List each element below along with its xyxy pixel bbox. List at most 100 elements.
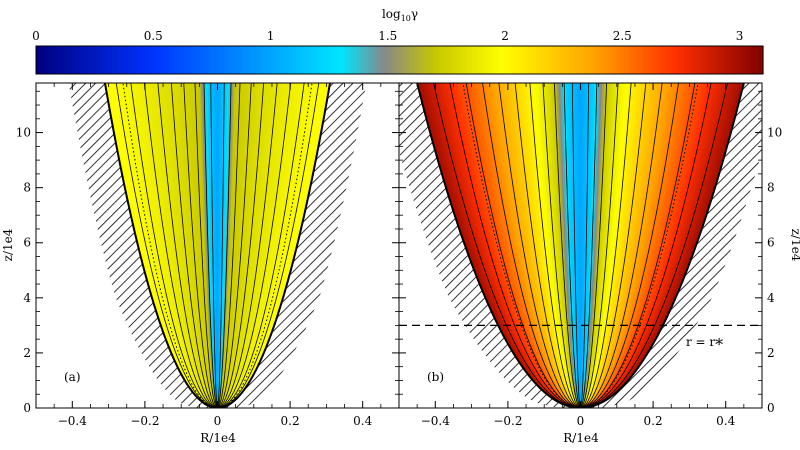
colorbar-segment: [387, 46, 392, 74]
colorbar-segment: [426, 46, 431, 74]
panel-b-axes: −0.4 −0.2 0 0.2 0.4 0 2 4 6 8 10: [398, 83, 782, 428]
colorbar-segment: [538, 46, 543, 74]
panel-b-dotted-line: [580, 83, 699, 408]
colorbar-segment: [87, 46, 92, 74]
colorbar-segment: [656, 46, 661, 74]
panel-b-field-line: [580, 83, 728, 408]
colorbar-segment: [175, 46, 179, 74]
colorbar-segment: [517, 46, 522, 74]
panel-b-ylabel: z/1e4: [789, 229, 800, 262]
panel-a-field-line: [115, 83, 218, 408]
colorbar-segment: [202, 46, 207, 74]
colorbar-segment: [729, 46, 734, 74]
panel-a-plot-area: [36, 83, 399, 408]
panel-b-dotted-line: [462, 83, 581, 408]
colorbar-segment: [257, 46, 261, 74]
panel-a-field-line: [217, 83, 278, 408]
colorbar-segment: [408, 46, 413, 74]
colorbar-segment: [638, 46, 643, 74]
colorbar-segment: [323, 46, 328, 74]
colorbar-segment: [72, 46, 76, 74]
panel-b-field-line: [542, 83, 581, 408]
colorbar-segment: [129, 46, 134, 74]
colorbar-segment: [560, 46, 564, 74]
panel-a-xtick-label: −0.4: [58, 414, 88, 428]
colorbar-segment: [663, 46, 667, 74]
colorbar-segment: [650, 46, 655, 74]
colorbar-segment: [699, 46, 704, 74]
colorbar-segment: [481, 46, 485, 74]
colorbar-segment: [726, 46, 731, 74]
colorbar-segment: [199, 46, 204, 74]
colorbar-segment: [587, 46, 591, 74]
colorbar-segment: [681, 46, 685, 74]
colorbar-segment: [696, 46, 700, 74]
panel-a-axes: −0.4 −0.2 0 0.2 0.4 0 2 4 6 8 10: [16, 83, 400, 428]
colorbar-segment: [451, 46, 455, 74]
colorbar-segment: [457, 46, 461, 74]
colorbar-segment: [341, 46, 346, 74]
colorbar-segment: [142, 46, 146, 74]
panel-a-xtick-label: −0.2: [130, 414, 159, 428]
panel-b-field-line: [580, 83, 663, 408]
colorbar-segment: [702, 46, 707, 74]
colorbar-segment: [278, 46, 282, 74]
colorbar-segment: [593, 46, 597, 74]
colorbar-segment: [759, 46, 764, 74]
colorbar-segment: [335, 46, 340, 74]
panel-b-field-line: [465, 83, 581, 408]
colorbar-segment: [132, 46, 137, 74]
colorbar-segment: [184, 46, 189, 74]
colorbar-segment: [223, 46, 228, 74]
colorbar-segment: [566, 46, 570, 74]
panel-a-jet-boundary: [217, 83, 332, 408]
colorbar: log10γ 0 0.5 1 1.5 2 2.5 3: [32, 7, 764, 75]
colorbar-segment: [541, 46, 546, 74]
colorbar-title: log10γ: [382, 7, 418, 23]
colorbar-segment: [126, 46, 131, 74]
colorbar-segment: [617, 46, 622, 74]
colorbar-segment: [444, 46, 449, 74]
colorbar-segment: [447, 46, 452, 74]
panel-b-field-line: [433, 83, 581, 408]
colorbar-segment: [96, 46, 101, 74]
panel-b-field-line: [580, 83, 712, 408]
colorbar-segment: [226, 46, 231, 74]
colorbar-segment: [344, 46, 349, 74]
panel-a-field-line: [210, 83, 218, 408]
panel-a-dotted-line: [122, 83, 218, 408]
colorbar-segment: [75, 46, 80, 74]
colorbar-segment: [469, 46, 473, 74]
colorbar-segment: [478, 46, 482, 74]
colorbar-segment: [360, 46, 364, 74]
colorbar-segment: [157, 46, 161, 74]
colorbar-segment: [463, 46, 467, 74]
colorbar-segment: [117, 46, 122, 74]
colorbar-segment: [205, 46, 210, 74]
colorbar-segment: [332, 46, 337, 74]
colorbar-segment: [138, 46, 143, 74]
colorbar-segment: [84, 46, 89, 74]
colorbar-segment: [317, 46, 322, 74]
colorbar-tick-label: 1: [267, 29, 275, 43]
colorbar-segment: [632, 46, 637, 74]
colorbar-segment: [251, 46, 255, 74]
colorbar-segment: [302, 46, 307, 74]
colorbar-segment: [272, 46, 276, 74]
panel-a-field-line: [217, 83, 225, 408]
colorbar-segment: [399, 46, 404, 74]
panel-a-ytick-label: 2: [23, 346, 31, 360]
panel-b-field-line: [580, 83, 632, 408]
colorbar-segment: [523, 46, 528, 74]
colorbar-segment: [372, 46, 376, 74]
colorbar-segment: [63, 46, 67, 74]
panel-b-field-line: [529, 83, 581, 408]
colorbar-segment: [287, 46, 292, 74]
colorbar-segment: [111, 46, 116, 74]
colorbar-segment: [511, 46, 516, 74]
colorbar-segment: [578, 46, 582, 74]
colorbar-segment: [490, 46, 495, 74]
colorbar-segment: [535, 46, 540, 74]
colorbar-segment: [608, 46, 613, 74]
